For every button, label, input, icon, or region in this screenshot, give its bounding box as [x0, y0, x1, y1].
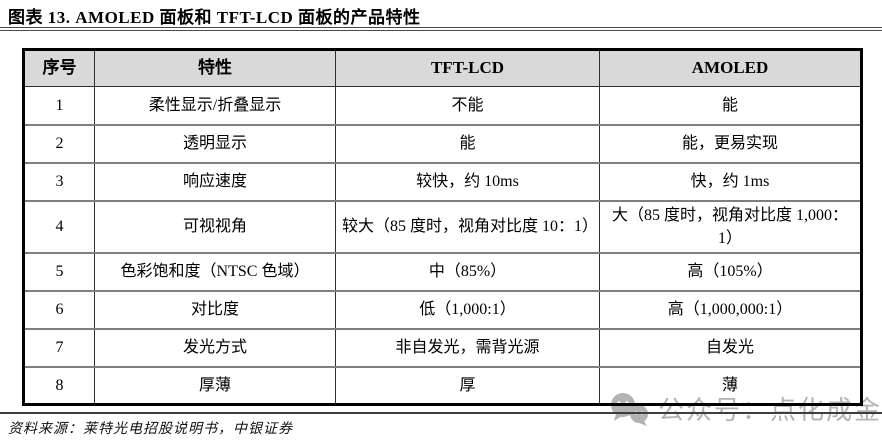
cell-index: 7	[23, 327, 95, 367]
cell-amoled: 高（1,000,000:1）	[599, 289, 862, 329]
cell-feature: 厚薄	[94, 365, 336, 405]
table-row: 2 透明显示能能，更易实现	[23, 123, 862, 163]
cell-amoled: 能	[599, 86, 862, 125]
table-body: 1 柔性显示/折叠显示 不能能 2 透明显示能能，更易实现 3 响应速度 较快，约 10ms 快…	[23, 86, 862, 405]
cell-feature: 色彩饱和度（NTSC 色域）	[94, 251, 336, 291]
cell-amoled: 自发光	[599, 327, 862, 367]
cell-index: 3	[23, 161, 95, 201]
cell-tftlcd: 厚	[335, 365, 600, 405]
col-header-tftlcd: TFT-LCD	[335, 49, 600, 87]
cell-index: 1	[23, 86, 95, 125]
table-row: 6 对比度 低（1,000:1） 高（1,000,000:1）	[23, 289, 862, 329]
feature-comparison-table: 序号 特性 TFT-LCD AMOLED 1 柔性显示/折叠显示 不能能 2 透明显示能…	[22, 48, 863, 407]
title-divider	[0, 27, 882, 31]
cell-index: 4	[23, 199, 95, 253]
cell-tftlcd: 中（85%）	[335, 251, 600, 291]
table-row: 5 色彩饱和度（NTSC 色域） 中（85%） 高（105%）	[23, 251, 862, 291]
cell-amoled: 快，约 1ms	[599, 161, 862, 201]
col-header-amoled: AMOLED	[599, 49, 862, 87]
cell-feature: 对比度	[94, 289, 336, 329]
cell-tftlcd: 能	[335, 123, 600, 163]
table-header: 序号 特性 TFT-LCD AMOLED	[23, 49, 862, 87]
table-row: 1 柔性显示/折叠显示 不能能	[23, 86, 862, 125]
footer-divider	[0, 412, 882, 414]
cell-tftlcd: 较快，约 10ms	[335, 161, 600, 201]
cell-amoled: 能，更易实现	[599, 123, 862, 163]
table-row: 7 发光方式 非自发光，需背光源 自发光	[23, 327, 862, 367]
cell-tftlcd: 低（1,000:1）	[335, 289, 600, 329]
table-row: 8 厚薄厚薄	[23, 365, 862, 405]
cell-index: 6	[23, 289, 95, 329]
cell-index: 5	[23, 251, 95, 291]
cell-tftlcd: 较大（85 度时，视角对比度 10：1）	[335, 199, 600, 253]
cell-amoled: 高（105%）	[599, 251, 862, 291]
cell-amoled: 薄	[599, 365, 862, 405]
header-row: 序号 特性 TFT-LCD AMOLED	[23, 49, 862, 87]
cell-feature: 发光方式	[94, 327, 336, 367]
table-row: 4 可视视角 较大（85 度时，视角对比度 10：1） 大（85 度时，视角对比度 1…	[23, 199, 862, 253]
table-row: 3 响应速度 较快，约 10ms 快，约 1ms	[23, 161, 862, 201]
cell-feature: 响应速度	[94, 161, 336, 201]
col-header-index: 序号	[23, 49, 95, 87]
cell-feature: 透明显示	[94, 123, 336, 163]
cell-feature: 柔性显示/折叠显示	[94, 86, 336, 125]
cell-amoled: 大（85 度时，视角对比度 1,000：1）	[599, 199, 862, 253]
cell-feature: 可视视角	[94, 199, 336, 253]
figure-title: 图表 13. AMOLED 面板和 TFT-LCD 面板的产品特性	[8, 8, 421, 27]
cell-tftlcd: 不能	[335, 86, 600, 125]
cell-index: 8	[23, 365, 95, 405]
source-note: 资料来源：莱特光电招股说明书，中银证券	[8, 422, 293, 437]
cell-tftlcd: 非自发光，需背光源	[335, 327, 600, 367]
col-header-feature: 特性	[94, 49, 336, 87]
cell-index: 2	[23, 123, 95, 163]
